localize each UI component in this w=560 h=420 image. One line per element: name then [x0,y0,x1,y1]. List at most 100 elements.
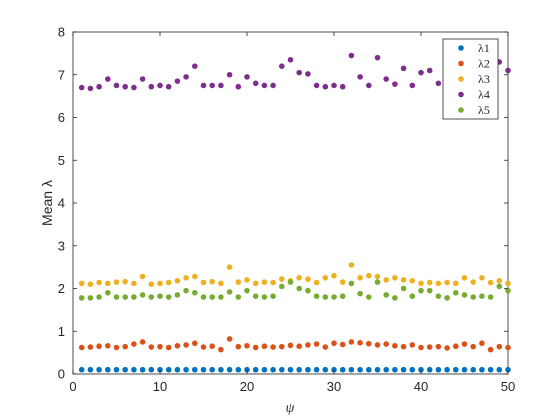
data-point [244,74,250,80]
data-point [209,343,215,350]
data-point [148,281,155,288]
data-point [87,85,94,92]
data-point [357,275,363,281]
data-point [409,366,416,373]
data-point [383,76,390,82]
data-point [435,280,442,287]
data-point [96,279,102,286]
data-point [400,343,407,350]
data-point [453,280,459,287]
x-tick-label: 10 [153,379,167,394]
data-point [192,289,198,296]
data-point [296,285,303,292]
legend-marker [458,76,464,82]
data-point [461,275,468,281]
data-point [453,289,459,296]
data-point [357,290,363,297]
data-point [426,67,433,74]
data-point [252,80,259,87]
data-point [331,340,337,347]
data-point [270,344,276,350]
data-point [148,366,155,373]
data-point [209,294,215,300]
data-point [157,82,163,89]
data-point [218,366,224,373]
data-point [444,279,450,286]
data-point [392,295,398,301]
data-point [183,287,189,294]
data-point [453,343,459,350]
data-point [313,279,320,286]
data-point [113,279,120,285]
data-point [279,343,285,350]
y-tick-label: 8 [58,25,65,40]
data-point [139,292,146,298]
data-point [331,82,337,89]
data-point [418,344,424,351]
series-2-points [78,336,511,353]
data-point [426,366,433,373]
data-point [305,366,311,373]
x-tick-label: 30 [327,379,341,394]
data-point [348,52,355,59]
data-point [244,366,250,373]
data-point [339,341,346,348]
legend-entry-label: λ4 [478,88,490,102]
data-point [78,280,85,287]
y-axis-label: Mean λ [39,180,55,226]
data-point [435,366,442,373]
data-point [313,366,320,373]
data-point [261,366,268,373]
data-point [261,279,268,285]
data-point [461,292,468,298]
data-point [479,340,485,347]
data-point [296,275,303,281]
data-point [165,83,172,90]
data-point [366,272,372,279]
data-point [383,277,390,283]
data-point [148,344,155,350]
data-point [96,366,102,373]
data-point [218,294,224,300]
data-point [226,289,233,295]
y-tick-label: 7 [58,67,65,82]
data-point [183,275,189,281]
data-point [148,294,155,300]
data-point [348,366,355,373]
x-tick-label: 50 [501,379,515,394]
data-point [78,344,85,351]
data-point [226,71,233,78]
data-point [348,262,355,268]
data-point [183,366,189,373]
data-point [244,287,250,294]
legend-marker [458,45,464,51]
data-point [357,74,363,80]
data-point [131,366,137,373]
data-point [383,341,390,347]
data-point [200,344,207,350]
data-point [174,366,181,373]
data-point [366,366,372,373]
data-point [105,76,111,82]
legend-marker [458,91,464,98]
data-point [409,293,416,299]
data-point [400,285,407,292]
data-point [139,76,146,82]
data-point [339,293,346,299]
data-point [374,366,381,373]
data-point [339,83,346,90]
data-point [366,294,372,300]
data-point [252,293,259,299]
data-point [322,366,329,373]
legend-box [442,38,499,120]
data-point [105,342,111,349]
data-point [392,342,398,349]
data-point [348,280,355,287]
data-point [287,279,294,285]
data-point [148,83,155,90]
data-point [444,366,450,373]
legend-marker [458,107,464,113]
data-point [496,366,503,373]
data-point [192,63,198,69]
data-point [366,340,372,347]
